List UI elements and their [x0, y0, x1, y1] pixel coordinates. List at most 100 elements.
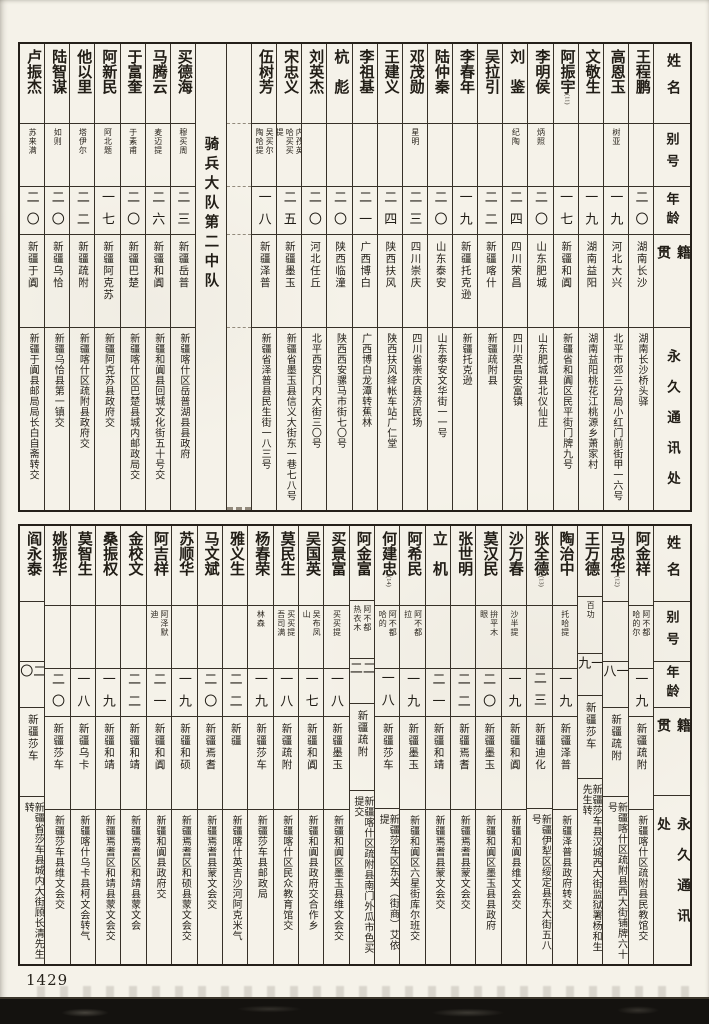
person-name: 杨春荣: [253, 531, 270, 576]
person-name: 文敬生: [583, 49, 600, 94]
person-column: 莫民生 买买提吾司满 一八 新疆疏附 新疆喀什区民众教育馆交: [272, 526, 298, 964]
byname-cell: 星明: [402, 124, 427, 187]
person-column: 阿希民 阿不都拉 一九 新疆墨玉 新疆和阗区六星街库尔班交: [399, 526, 425, 964]
native-cell: 新疆和阗: [553, 235, 578, 328]
native-cell: 广西博白: [352, 235, 377, 328]
person-age: 二五: [281, 189, 297, 234]
person-name: 阿希民: [405, 531, 422, 576]
person-column: 买德海 穆买周 二三 新疆岳普 新疆喀什区岳普湖县县政府: [169, 44, 195, 510]
person-column: 沙万春 沙半提 一九 新疆和阗 新疆和阗县维文会交: [500, 526, 527, 964]
header-label-byname: 别号: [664, 132, 680, 176]
address-cell: 新疆莎车县邮政局: [248, 810, 272, 964]
person-age: 二三: [407, 189, 423, 234]
age-cell: 二六: [145, 187, 170, 235]
native-cell: 四川荣昌: [503, 235, 528, 328]
person-name: 莫汉民: [481, 531, 498, 576]
person-byname: 百功: [586, 601, 596, 620]
person-native: 湖南长沙: [635, 241, 647, 289]
person-address: 新疆莎车县汉城西大街监狱署杨和生先生转: [580, 784, 602, 953]
person-address: 新疆疏附县: [485, 333, 497, 386]
person-byname: 沙半提: [510, 610, 520, 637]
native-cell: 山东肥城: [528, 235, 553, 328]
person-address: 新疆乌恰县第一镇交: [52, 333, 64, 428]
name-cell: 吴国英: [298, 526, 324, 606]
native-cell: 湖南益阳: [578, 235, 603, 328]
byname-cell: 阿不都哈的尔: [628, 606, 653, 669]
person-address: 新疆莎车县邮政局: [255, 815, 267, 899]
age-cell: 二二: [349, 659, 375, 704]
header-column: 姓名 别号 年龄 籍贯 永久通讯处: [653, 526, 690, 964]
person-column: 莫汉民 拚平木眼 二〇 新疆墨玉 新疆和阗区墨玉县县政府: [475, 526, 501, 964]
person-native: 新疆莎车: [381, 722, 393, 771]
person-name: 李春年: [457, 49, 474, 94]
byname-cell: 百功: [577, 597, 603, 654]
native-cell: 新疆泽普: [552, 717, 577, 810]
name-cell: 高恩玉: [603, 44, 628, 124]
person-native: 新疆莎车: [52, 723, 64, 771]
person-address: 新疆省和阗区民平街门牌九号: [560, 333, 572, 470]
native-cell: 新疆疏附: [70, 235, 95, 328]
name-cell: 李明侯: [528, 44, 553, 124]
person-column: 马腾云 麦迈提 二六 新疆和阗 新疆和阗县回城文化街五十号交: [144, 44, 170, 510]
address-cell: 新疆和阗县回城文化街五十号交: [146, 328, 170, 510]
age-cell: 一八: [375, 669, 400, 717]
person-name: 沙万春: [506, 531, 523, 576]
header-cell-native: 籍贯: [654, 708, 690, 797]
person-age: 二〇: [481, 671, 497, 716]
person-address: 新疆喀什区疏附县南门外瓜市色买提交: [351, 795, 373, 954]
header-label-byname: 别号: [664, 610, 680, 655]
address-cell: 新疆泽普县政府转交: [553, 810, 577, 964]
person-name: 伍树芳: [256, 49, 273, 94]
person-column: 吴国英 吴布凤山 一七 新疆和阗 新疆和阗县政府交合作乡: [297, 526, 324, 964]
age-cell: 二〇: [197, 669, 222, 717]
age-cell: 一九: [96, 669, 121, 717]
roster-table-top: 姓名 别号 年龄 籍贯 永久通讯处 王程鹏 二〇 湖南长沙 湖南长沙桥头驿 高恩玉 树亚 一九 河北大兴…: [18, 42, 692, 512]
person-address: 湖南益阳桃花江桃源乡萧家村: [585, 333, 597, 470]
person-byname: 苏来满: [28, 128, 38, 155]
header-cell-address: 永久通讯处: [654, 328, 690, 510]
address-cell: 新疆焉耆区和硕县蒙文会交: [172, 810, 196, 964]
age-cell: 二二: [70, 187, 95, 235]
name-cell: 刘鉴: [503, 44, 528, 124]
person-age: 二二: [482, 189, 498, 234]
empty-cell: [226, 328, 251, 510]
address-cell: 陕西西安骡马市街七〇号: [327, 328, 351, 510]
person-age: 一九: [633, 671, 649, 716]
byname-cell: 买买提: [324, 606, 349, 669]
person-column: 阎永泰 二〇 新疆莎车 新疆省莎车县城内大街顾长清先生转: [20, 526, 45, 964]
person-age: 二〇: [202, 671, 218, 716]
person-address: 新疆和阗县回城文化街五十号交: [152, 333, 164, 480]
person-age: 一八: [379, 671, 395, 716]
byname-cell: [425, 606, 451, 669]
person-name: 王万德: [582, 531, 599, 576]
person-age: 二二: [126, 671, 142, 716]
name-cell: 陆智谋: [45, 44, 70, 124]
person-age: 二〇: [24, 189, 40, 234]
person-age: 二二: [349, 661, 375, 684]
person-age: 一九: [100, 671, 116, 716]
native-cell: 新疆疏附: [603, 708, 628, 797]
byname-cell: 阿不都哈的: [375, 606, 400, 669]
byname-cell: [70, 606, 96, 669]
byname-cell: [20, 602, 45, 663]
person-name: 他以里: [75, 49, 92, 94]
person-age: 一九: [457, 189, 473, 234]
byname-cell: [222, 606, 248, 669]
person-native: 新疆喀什: [484, 241, 496, 289]
person-age: 一九: [608, 189, 624, 234]
native-cell: 新疆焉耆: [451, 717, 476, 810]
age-cell: 一九: [628, 669, 653, 717]
person-column: 阿金祥 阿不都哈的尔 一九 新疆疏附 新疆喀什区疏附县民教馆交: [627, 526, 653, 964]
person-native: 新疆托克逊: [459, 241, 471, 301]
person-address: 北平市郊三分局小红门前街甲一六号: [610, 333, 622, 501]
native-cell: 四川崇庆: [402, 235, 427, 328]
person-native: 广西博白: [359, 241, 371, 289]
name-cell: 马忠华(12): [603, 526, 628, 603]
age-cell: 一七: [95, 187, 120, 235]
person-age: 一九: [405, 671, 421, 716]
name-cell: 桑振权: [96, 526, 121, 606]
byname-cell: 买买提吾司满: [273, 606, 298, 669]
person-column: 王万德 百功 一九 新疆莎车 新疆莎车县汉城西大街监狱署杨和生先生转: [576, 526, 603, 964]
native-cell: 新疆迪化: [527, 717, 552, 810]
person-address: 新疆莎车区东关（街商）艾依提: [377, 814, 399, 951]
